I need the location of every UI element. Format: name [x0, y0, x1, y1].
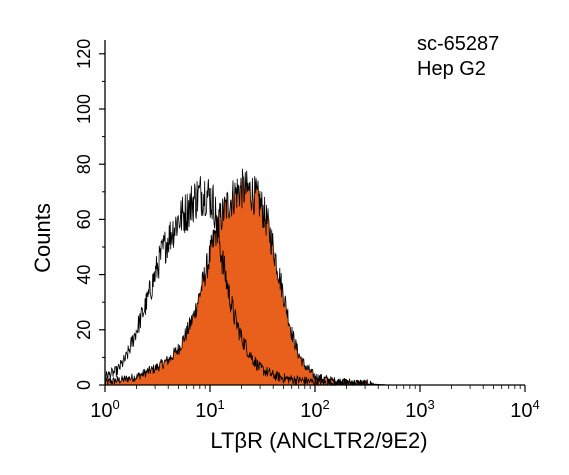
x-axis-label: LTβR (ANCLTR2/9E2) [210, 428, 428, 453]
y-tick-label: 20 [74, 320, 94, 340]
y-tick-label: 120 [74, 39, 94, 69]
y-tick-label: 60 [74, 209, 94, 229]
x-tick-label: 103 [405, 397, 434, 422]
y-tick-label: 100 [74, 94, 94, 124]
x-tick-label: 104 [510, 397, 539, 422]
y-axis-label: Counts [30, 203, 55, 273]
y-tick-label: 80 [74, 154, 94, 174]
annotation-cell-line: Hep G2 [417, 58, 486, 80]
y-tick-label: 0 [74, 380, 94, 390]
x-tick-label: 100 [90, 397, 119, 422]
annotation-antibody: sc-65287 [417, 33, 500, 55]
x-tick-label: 101 [195, 397, 224, 422]
x-tick-label: 102 [300, 397, 329, 422]
y-tick-label: 40 [74, 265, 94, 285]
